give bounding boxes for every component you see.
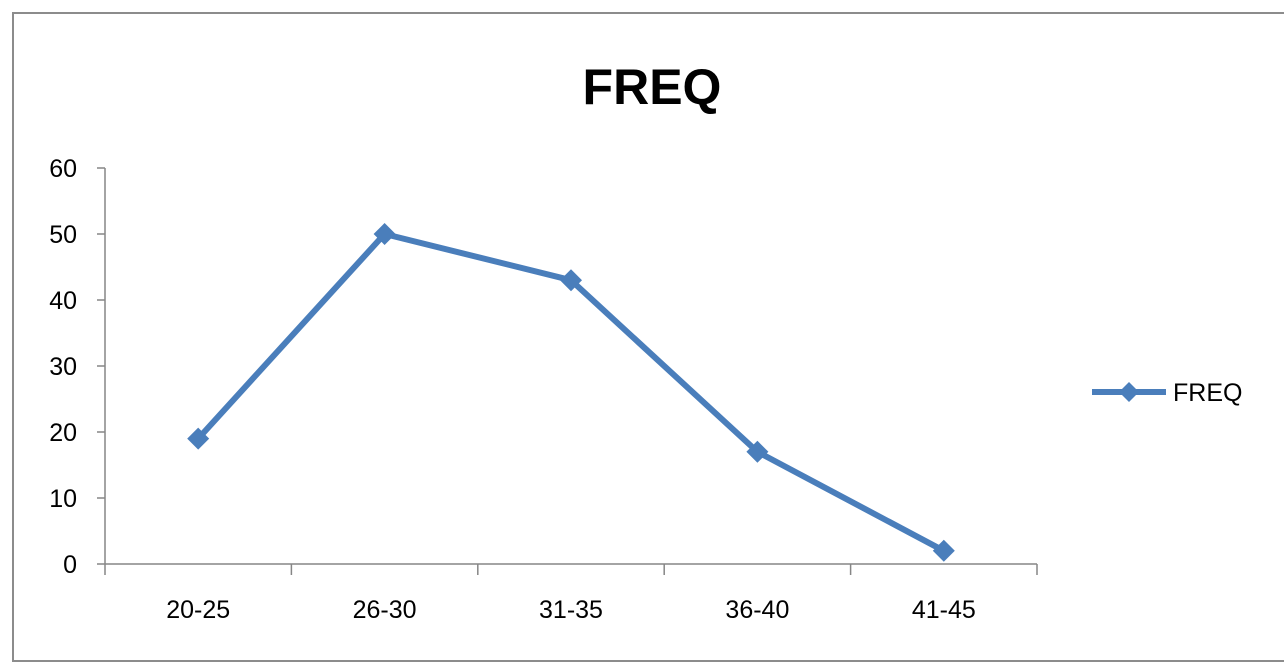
legend-marker [1119,382,1139,402]
chart-title: FREQ [583,59,722,115]
y-tick-label: 40 [49,287,77,315]
x-tick-label: 26-30 [353,596,417,624]
x-tick-label: 41-45 [912,596,976,624]
y-axis: 0 10 20 30 40 50 60 [49,155,106,579]
x-tick-label: 31-35 [539,596,603,624]
y-tick-label: 60 [49,155,77,183]
data-point-marker [932,539,955,562]
series-layer [187,223,955,562]
y-tick-label: 30 [49,353,77,381]
x-axis: 20-25 26-30 31-35 36-40 41-45 [104,563,1038,624]
y-tick-label: 10 [49,485,77,513]
chart-frame [12,12,1284,662]
data-point-marker [373,223,396,245]
legend-label: FREQ [1173,379,1242,407]
data-point-marker [187,427,210,450]
y-tick-label: 0 [63,551,77,579]
x-tick-label: 20-25 [166,596,230,624]
data-point-marker [746,440,769,463]
data-point-marker [560,269,582,292]
y-tick-label: 50 [49,221,77,249]
y-tick-label: 20 [49,419,77,447]
x-tick-label: 36-40 [725,596,789,624]
legend: FREQ [1092,379,1242,407]
